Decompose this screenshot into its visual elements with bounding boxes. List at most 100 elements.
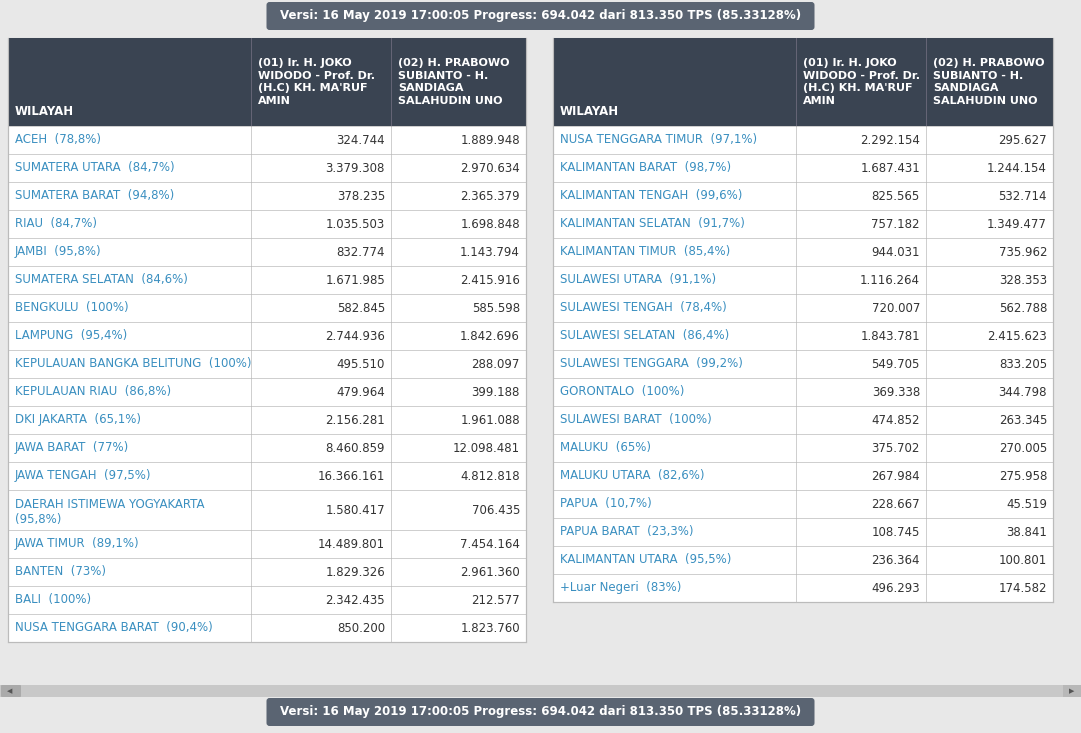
Text: 108.745: 108.745 xyxy=(871,526,920,539)
Text: (01) Ir. H. JOKO
WIDODO - Prof. Dr.
(H.C) KH. MA'RUF
AMIN: (01) Ir. H. JOKO WIDODO - Prof. Dr. (H.C… xyxy=(258,59,375,106)
Text: 399.188: 399.188 xyxy=(471,386,520,399)
Text: 275.958: 275.958 xyxy=(999,470,1047,482)
Text: +Luar Negeri  (83%): +Luar Negeri (83%) xyxy=(560,581,681,594)
Text: ▶: ▶ xyxy=(1069,688,1075,694)
Text: 2.415.916: 2.415.916 xyxy=(461,273,520,287)
Text: 2.156.281: 2.156.281 xyxy=(325,413,385,427)
Text: KALIMANTAN BARAT  (98,7%): KALIMANTAN BARAT (98,7%) xyxy=(560,161,731,174)
Text: SULAWESI SELATAN  (86,4%): SULAWESI SELATAN (86,4%) xyxy=(560,330,730,342)
Text: 228.667: 228.667 xyxy=(871,498,920,510)
Text: KEPULAUAN BANGKA BELITUNG  (100%): KEPULAUAN BANGKA BELITUNG (100%) xyxy=(15,358,252,370)
Text: 2.961.360: 2.961.360 xyxy=(461,565,520,578)
Text: 267.984: 267.984 xyxy=(871,470,920,482)
Text: KALIMANTAN TIMUR  (85,4%): KALIMANTAN TIMUR (85,4%) xyxy=(560,246,731,259)
Text: SULAWESI BARAT  (100%): SULAWESI BARAT (100%) xyxy=(560,413,711,427)
Text: 495.510: 495.510 xyxy=(336,358,385,370)
Text: 38.841: 38.841 xyxy=(1006,526,1047,539)
Text: 706.435: 706.435 xyxy=(471,504,520,517)
Text: 1.889.948: 1.889.948 xyxy=(461,133,520,147)
Text: SULAWESI TENGAH  (78,4%): SULAWESI TENGAH (78,4%) xyxy=(560,301,726,314)
Text: KEPULAUAN RIAU  (86,8%): KEPULAUAN RIAU (86,8%) xyxy=(15,386,171,399)
Text: 8.460.859: 8.460.859 xyxy=(325,441,385,454)
Text: 328.353: 328.353 xyxy=(999,273,1047,287)
Bar xyxy=(8,38,526,126)
Text: 1.244.154: 1.244.154 xyxy=(987,161,1047,174)
Text: RIAU  (84,7%): RIAU (84,7%) xyxy=(15,218,97,230)
Text: 236.364: 236.364 xyxy=(871,553,920,567)
Text: 1.823.760: 1.823.760 xyxy=(461,622,520,635)
Text: BANTEN  (73%): BANTEN (73%) xyxy=(15,565,106,578)
Text: 720.007: 720.007 xyxy=(871,301,920,314)
Text: 1.035.503: 1.035.503 xyxy=(325,218,385,230)
Text: 378.235: 378.235 xyxy=(337,190,385,202)
Text: WILAYAH: WILAYAH xyxy=(560,105,619,118)
Text: 212.577: 212.577 xyxy=(471,594,520,606)
Text: 344.798: 344.798 xyxy=(999,386,1047,399)
Text: 1.116.264: 1.116.264 xyxy=(860,273,920,287)
Text: NUSA TENGGARA BARAT  (90,4%): NUSA TENGGARA BARAT (90,4%) xyxy=(15,622,213,635)
Text: 263.345: 263.345 xyxy=(999,413,1047,427)
Bar xyxy=(553,38,1053,602)
Text: 2.415.623: 2.415.623 xyxy=(987,330,1047,342)
Text: JAMBI  (95,8%): JAMBI (95,8%) xyxy=(15,246,102,259)
Text: 1.698.848: 1.698.848 xyxy=(461,218,520,230)
Text: GORONTALO  (100%): GORONTALO (100%) xyxy=(560,386,684,399)
Text: (01) Ir. H. JOKO
WIDODO - Prof. Dr.
(H.C) KH. MA'RUF
AMIN: (01) Ir. H. JOKO WIDODO - Prof. Dr. (H.C… xyxy=(803,59,920,106)
Text: MALUKU UTARA  (82,6%): MALUKU UTARA (82,6%) xyxy=(560,470,705,482)
Text: 757.182: 757.182 xyxy=(871,218,920,230)
Text: 532.714: 532.714 xyxy=(999,190,1047,202)
Text: Versi: 16 May 2019 17:00:05 Progress: 694.042 dari 813.350 TPS (85.33128%): Versi: 16 May 2019 17:00:05 Progress: 69… xyxy=(280,10,801,23)
Text: BENGKULU  (100%): BENGKULU (100%) xyxy=(15,301,129,314)
Text: 585.598: 585.598 xyxy=(472,301,520,314)
Text: 14.489.801: 14.489.801 xyxy=(318,537,385,550)
Text: 549.705: 549.705 xyxy=(871,358,920,370)
Text: 832.774: 832.774 xyxy=(336,246,385,259)
Text: KALIMANTAN SELATAN  (91,7%): KALIMANTAN SELATAN (91,7%) xyxy=(560,218,745,230)
Text: 45.519: 45.519 xyxy=(1006,498,1047,510)
Text: 1.143.794: 1.143.794 xyxy=(461,246,520,259)
FancyBboxPatch shape xyxy=(267,698,814,726)
Text: BALI  (100%): BALI (100%) xyxy=(15,594,91,606)
Text: 4.812.818: 4.812.818 xyxy=(461,470,520,482)
Text: 1.580.417: 1.580.417 xyxy=(325,504,385,517)
Text: 174.582: 174.582 xyxy=(999,581,1047,594)
Text: 562.788: 562.788 xyxy=(999,301,1047,314)
Bar xyxy=(8,38,526,642)
Text: 1.961.088: 1.961.088 xyxy=(461,413,520,427)
Text: JAWA BARAT  (77%): JAWA BARAT (77%) xyxy=(15,441,130,454)
Text: SUMATERA UTARA  (84,7%): SUMATERA UTARA (84,7%) xyxy=(15,161,175,174)
Text: 324.744: 324.744 xyxy=(336,133,385,147)
Text: JAWA TENGAH  (97,5%): JAWA TENGAH (97,5%) xyxy=(15,470,151,482)
Text: SUMATERA SELATAN  (84,6%): SUMATERA SELATAN (84,6%) xyxy=(15,273,188,287)
Text: 1.349.477: 1.349.477 xyxy=(987,218,1047,230)
Text: KALIMANTAN UTARA  (95,5%): KALIMANTAN UTARA (95,5%) xyxy=(560,553,732,567)
Text: SUMATERA BARAT  (94,8%): SUMATERA BARAT (94,8%) xyxy=(15,190,174,202)
Text: 16.366.161: 16.366.161 xyxy=(318,470,385,482)
Text: 7.454.164: 7.454.164 xyxy=(461,537,520,550)
FancyBboxPatch shape xyxy=(267,2,814,30)
Text: 270.005: 270.005 xyxy=(999,441,1047,454)
Text: 3.379.308: 3.379.308 xyxy=(325,161,385,174)
Text: Versi: 16 May 2019 17:00:05 Progress: 694.042 dari 813.350 TPS (85.33128%): Versi: 16 May 2019 17:00:05 Progress: 69… xyxy=(280,705,801,718)
Text: 2.292.154: 2.292.154 xyxy=(860,133,920,147)
Text: PAPUA  (10,7%): PAPUA (10,7%) xyxy=(560,498,652,510)
Text: 288.097: 288.097 xyxy=(471,358,520,370)
Text: 2.970.634: 2.970.634 xyxy=(461,161,520,174)
Text: KALIMANTAN TENGAH  (99,6%): KALIMANTAN TENGAH (99,6%) xyxy=(560,190,743,202)
Text: 100.801: 100.801 xyxy=(999,553,1047,567)
Text: LAMPUNG  (95,4%): LAMPUNG (95,4%) xyxy=(15,330,128,342)
Text: 496.293: 496.293 xyxy=(871,581,920,594)
Text: 1.843.781: 1.843.781 xyxy=(860,330,920,342)
Text: PAPUA BARAT  (23,3%): PAPUA BARAT (23,3%) xyxy=(560,526,694,539)
Bar xyxy=(553,38,1053,126)
Text: 1.842.696: 1.842.696 xyxy=(461,330,520,342)
Text: 12.098.481: 12.098.481 xyxy=(453,441,520,454)
Text: 944.031: 944.031 xyxy=(871,246,920,259)
Text: 2.342.435: 2.342.435 xyxy=(325,594,385,606)
Text: 479.964: 479.964 xyxy=(336,386,385,399)
Text: DKI JAKARTA  (65,1%): DKI JAKARTA (65,1%) xyxy=(15,413,141,427)
Text: 295.627: 295.627 xyxy=(999,133,1047,147)
Text: ACEH  (78,8%): ACEH (78,8%) xyxy=(15,133,101,147)
Text: 2.365.379: 2.365.379 xyxy=(461,190,520,202)
Bar xyxy=(0,685,1081,697)
